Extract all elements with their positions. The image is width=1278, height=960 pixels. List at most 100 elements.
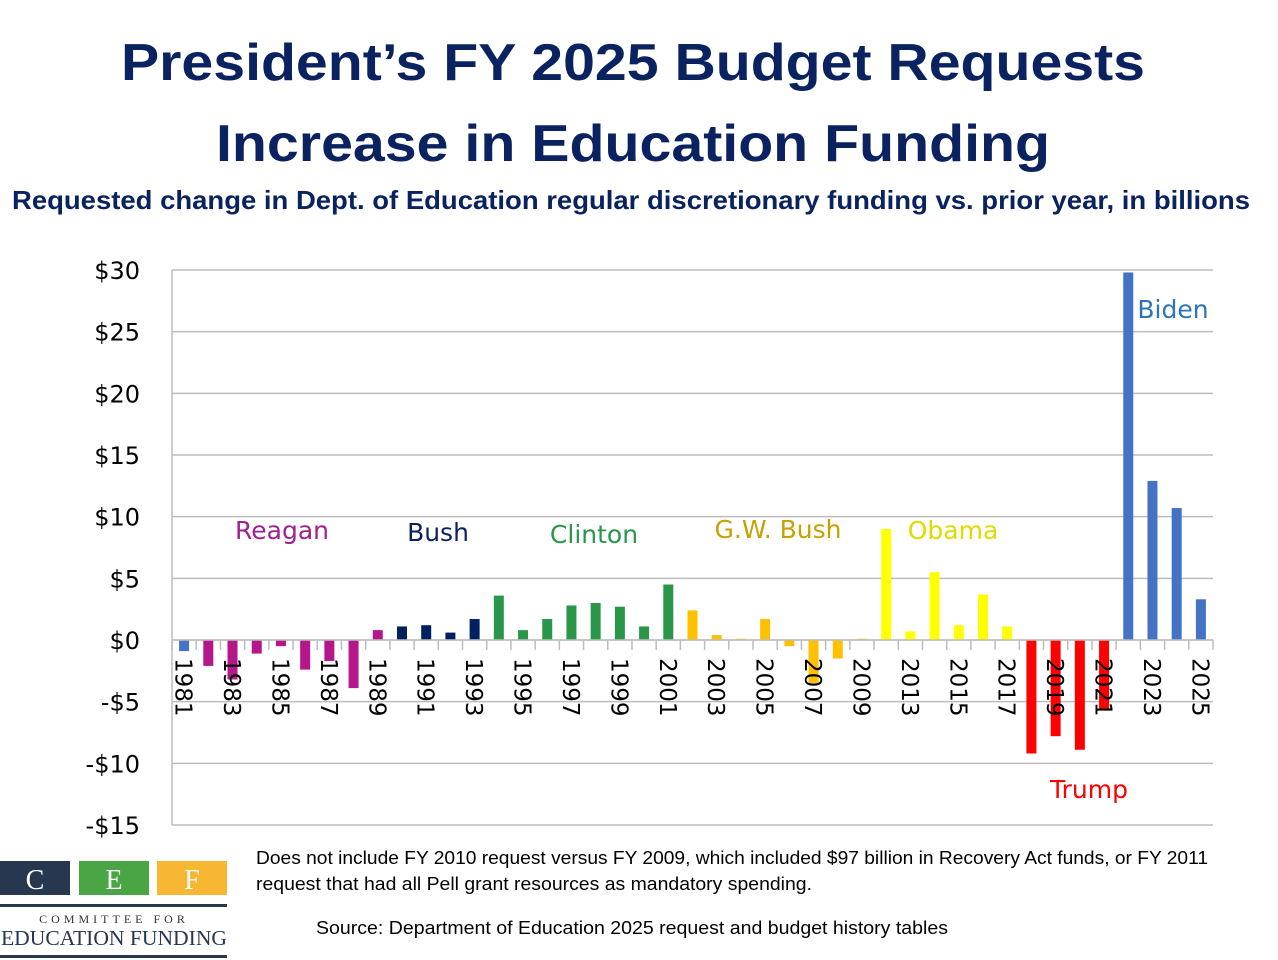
x-tick-label: 2019 <box>1041 658 1067 717</box>
x-tick-label: 1981 <box>170 658 196 717</box>
logo-box-e <box>79 861 149 895</box>
bar-1995 <box>518 630 529 640</box>
y-axis: $30 $25 $20 $15 $10 $5 $0 -$5 -$10 -$15 <box>86 257 173 840</box>
footnote-line-2: request that had all Pell grant resource… <box>256 874 812 894</box>
x-tick-label: 2013 <box>896 658 922 717</box>
bar-1981 <box>179 640 190 652</box>
x-tick-label: 1999 <box>605 658 631 717</box>
president-label: Biden <box>1137 295 1208 324</box>
y-tick-label: $20 <box>94 380 140 408</box>
president-label: Trump <box>1049 775 1128 804</box>
logo-line-2: EDUCATION FUNDING <box>1 926 227 950</box>
logo-line-1: COMMITTEE FOR <box>39 912 189 926</box>
title-line-2: Increase in Education Funding <box>216 115 1050 173</box>
x-tick-label: 2003 <box>702 658 728 717</box>
y-tick-label: $0 <box>109 627 140 655</box>
x-tick-label: 1983 <box>218 658 244 717</box>
president-label: G.W. Bush <box>715 515 842 544</box>
x-tick-label: 2025 <box>1186 658 1212 717</box>
bar-2020 <box>1074 640 1085 750</box>
president-label: Bush <box>407 518 469 547</box>
logo-letter-f: F <box>184 865 200 896</box>
y-tick-label: -$15 <box>86 812 140 840</box>
bar-2002 <box>687 610 698 640</box>
x-tick-label: 1989 <box>363 658 389 717</box>
bar-2022 <box>1123 272 1134 640</box>
x-tick-label: 2005 <box>751 658 777 717</box>
x-tick-label: 1993 <box>460 658 486 717</box>
bar-1986 <box>300 640 311 670</box>
bar-2016 <box>978 594 989 640</box>
bar-2021 <box>1099 640 1110 711</box>
bar-2023 <box>1147 480 1158 640</box>
gridlines <box>172 269 1213 826</box>
bar-1982 <box>203 640 214 666</box>
bar-2019 <box>1050 640 1061 737</box>
x-tick-label: 2007 <box>799 658 825 717</box>
bar-1990 <box>396 626 407 640</box>
bar-2014 <box>929 572 940 640</box>
x-tick-label: 2001 <box>654 658 680 717</box>
source-note: Source: Department of Education 2025 req… <box>316 918 948 938</box>
bar-1992 <box>445 632 456 640</box>
bar-2007 <box>808 640 819 684</box>
bar-1989 <box>372 630 383 640</box>
cef-logo: C E F COMMITTEE FOR EDUCATION FUNDING <box>0 861 227 958</box>
bar-1985 <box>275 640 286 647</box>
bar-1991 <box>421 625 432 640</box>
x-tick-label: 1995 <box>509 658 535 717</box>
bar-1987 <box>324 640 335 661</box>
x-tick-label: 1991 <box>412 658 438 717</box>
president-labels: Reagan Bush Clinton G.W. Bush Obama Trump Bide… <box>235 295 1209 804</box>
bar-1988 <box>348 640 359 689</box>
bar-2015 <box>953 625 964 640</box>
bar-2017 <box>1002 626 1013 640</box>
logo-rule-bottom <box>0 955 227 958</box>
logo-box-c <box>0 861 70 895</box>
bar-2008 <box>832 640 843 659</box>
bar-1983 <box>227 640 238 680</box>
y-tick-label: $30 <box>94 257 140 285</box>
logo-letter-c: C <box>26 865 45 896</box>
x-axis: 1981 1983 1985 1987 1989 1991 1993 1995 1997 1999… <box>170 639 1214 717</box>
bar-2013 <box>905 631 916 640</box>
x-tick-label: 2023 <box>1138 658 1164 717</box>
x-tick-label: 2015 <box>944 658 970 717</box>
y-tick-label: $10 <box>94 504 140 532</box>
x-tick-label: 2009 <box>847 658 873 717</box>
bar-2001 <box>663 584 674 640</box>
x-tick-label: 1987 <box>315 658 341 717</box>
bar-1984 <box>251 640 262 654</box>
logo-box-f <box>157 861 227 895</box>
bar-1994 <box>493 595 504 640</box>
logo-letter-e: E <box>105 865 122 896</box>
x-tick-label: 1985 <box>266 658 292 717</box>
bar-2012 <box>881 529 892 640</box>
x-tick-label: 2017 <box>993 658 1019 717</box>
x-tick-label: 1997 <box>557 658 583 717</box>
footnote-line-1: Does not include FY 2010 request versus … <box>256 848 1208 868</box>
bar-2025 <box>1195 599 1206 640</box>
bar-2024 <box>1171 508 1182 640</box>
x-tick-label: 2021 <box>1090 658 1116 717</box>
bar-2003 <box>711 635 722 640</box>
bar-1996 <box>542 619 553 640</box>
title-line-1: President’s FY 2025 Budget Requests <box>121 34 1145 92</box>
y-tick-label: -$5 <box>101 689 140 717</box>
y-tick-label: $25 <box>94 319 140 347</box>
bars <box>179 272 1206 754</box>
y-tick-label: -$10 <box>86 750 140 778</box>
bar-1997 <box>566 605 577 640</box>
bar-1993 <box>469 619 480 640</box>
y-tick-label: $5 <box>109 565 140 593</box>
y-tick-label: $15 <box>94 442 140 470</box>
bar-2005 <box>760 619 771 640</box>
bar-2018 <box>1026 640 1037 754</box>
subtitle: Requested change in Dept. of Education r… <box>12 185 1250 215</box>
bar-1999 <box>614 606 625 640</box>
president-label: Reagan <box>235 516 329 545</box>
bar-2006 <box>784 640 795 647</box>
president-label: Obama <box>908 516 999 545</box>
logo-rule-top <box>0 904 227 907</box>
